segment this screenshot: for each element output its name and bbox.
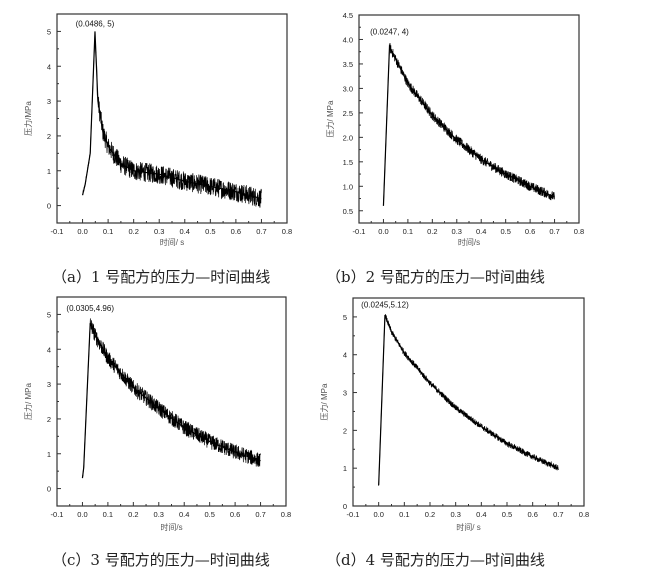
x-tick-label: -0.1 — [347, 510, 360, 519]
series-line — [82, 318, 261, 477]
y-tick-label: 5 — [47, 27, 51, 36]
y-tick-label: 0.5 — [343, 207, 353, 216]
x-tick-label: 0.1 — [399, 510, 409, 519]
plot-frame — [352, 297, 585, 507]
x-tick-label: 0.4 — [476, 227, 486, 236]
y-tick-label: 0 — [343, 502, 347, 511]
caption-c: （c）3 号配方的压力—时间曲线 — [52, 551, 270, 569]
y-tick-label: 4.0 — [343, 35, 353, 44]
x-tick-label: 0.2 — [427, 227, 437, 236]
y-tick-label: 0 — [47, 485, 51, 494]
x-tick-label: 0.8 — [281, 510, 291, 519]
x-tick-label: 0.6 — [230, 510, 240, 519]
x-tick-label: 0.0 — [77, 510, 87, 519]
y-axis-label: 压力/ MPa — [23, 383, 33, 420]
x-tick-label: 0.1 — [103, 227, 113, 236]
peak-annotation: (0.0486, 5) — [76, 19, 115, 28]
y-tick-label: 1 — [47, 450, 51, 459]
x-tick-label: 0.6 — [527, 510, 537, 519]
series-trend — [81, 322, 261, 479]
x-tick-label: -0.1 — [51, 510, 64, 519]
series-line — [82, 33, 262, 208]
x-tick-label: 0.8 — [282, 227, 292, 236]
y-tick-label: 1.5 — [343, 158, 353, 167]
x-tick-label: 0.7 — [549, 227, 559, 236]
x-tick-label: 0.2 — [425, 510, 435, 519]
peak-annotation: (0.0247, 4) — [370, 27, 409, 36]
x-tick-label: 0.7 — [255, 510, 265, 519]
caption-b: （b）2 号配方的压力—时间曲线 — [326, 268, 545, 286]
caption-d: （d）4 号配方的压力—时间曲线 — [326, 551, 545, 569]
x-tick-label: 0.4 — [476, 510, 486, 519]
x-axis-label: 时间/ s — [160, 237, 184, 247]
x-tick-label: 0.4 — [180, 227, 190, 236]
x-tick-label: 0.1 — [103, 510, 113, 519]
x-tick-label: 0.7 — [256, 227, 266, 236]
series-trend — [382, 44, 555, 206]
x-tick-label: 0.0 — [373, 510, 383, 519]
x-tick-label: 0.0 — [378, 227, 388, 236]
y-tick-label: 2 — [343, 426, 347, 435]
x-tick-label: 0.5 — [500, 227, 510, 236]
x-axis-label: 时间/s — [160, 522, 182, 532]
y-axis-label: 压力/ MPa — [319, 383, 329, 420]
y-tick-label: 2 — [47, 132, 51, 141]
x-tick-label: 0.3 — [154, 510, 164, 519]
x-axis-label: 时间/ s — [456, 522, 480, 532]
y-tick-label: 1 — [47, 167, 51, 176]
y-tick-label: 2 — [47, 415, 51, 424]
y-tick-label: 3.0 — [343, 84, 353, 93]
y-axis-label: 压力/ MPa — [325, 100, 335, 137]
y-tick-label: 2.5 — [343, 109, 353, 118]
x-tick-label: 0.2 — [128, 510, 138, 519]
y-tick-label: 1.0 — [343, 182, 353, 191]
x-tick-label: 0.7 — [553, 510, 563, 519]
y-tick-label: 4 — [47, 345, 51, 354]
x-tick-label: 0.5 — [502, 510, 512, 519]
x-tick-label: 0.3 — [452, 227, 462, 236]
y-tick-label: 3 — [343, 389, 347, 398]
series-trend — [81, 31, 262, 200]
y-tick-label: 1 — [343, 464, 347, 473]
x-tick-label: -0.1 — [353, 227, 366, 236]
y-tick-label: 3 — [47, 97, 51, 106]
caption-a: （a）1 号配方的压力—时间曲线 — [52, 268, 271, 286]
x-tick-label: 0.6 — [525, 227, 535, 236]
series-line — [378, 314, 559, 486]
y-axis-label: 压力/MPa — [23, 101, 33, 136]
y-tick-label: 4.5 — [343, 11, 353, 20]
x-tick-label: 0.5 — [204, 510, 214, 519]
y-tick-label: 3.5 — [343, 60, 353, 69]
x-tick-label: 0.3 — [154, 227, 164, 236]
y-tick-label: 3 — [47, 380, 51, 389]
y-tick-label: 4 — [47, 62, 51, 71]
x-tick-label: 0.6 — [231, 227, 241, 236]
x-tick-label: 0.3 — [450, 510, 460, 519]
y-tick-label: 2.0 — [343, 133, 353, 142]
x-axis-label: 时间/s — [458, 237, 480, 247]
y-tick-label: 5 — [47, 310, 51, 319]
y-tick-label: 5 — [343, 313, 347, 322]
x-tick-label: 0.0 — [77, 227, 87, 236]
y-tick-label: 0 — [47, 202, 51, 211]
x-tick-label: 0.8 — [579, 510, 589, 519]
peak-annotation: (0.0245,5.12) — [361, 300, 409, 309]
x-tick-label: 0.4 — [179, 510, 189, 519]
series-trend — [378, 314, 559, 486]
x-tick-label: 0.5 — [205, 227, 215, 236]
peak-annotation: (0.0305,4.96) — [66, 304, 114, 313]
x-tick-label: 0.1 — [403, 227, 413, 236]
x-tick-label: -0.1 — [51, 227, 64, 236]
x-tick-label: 0.2 — [128, 227, 138, 236]
y-tick-label: 4 — [343, 351, 347, 360]
x-tick-label: 0.8 — [574, 227, 584, 236]
